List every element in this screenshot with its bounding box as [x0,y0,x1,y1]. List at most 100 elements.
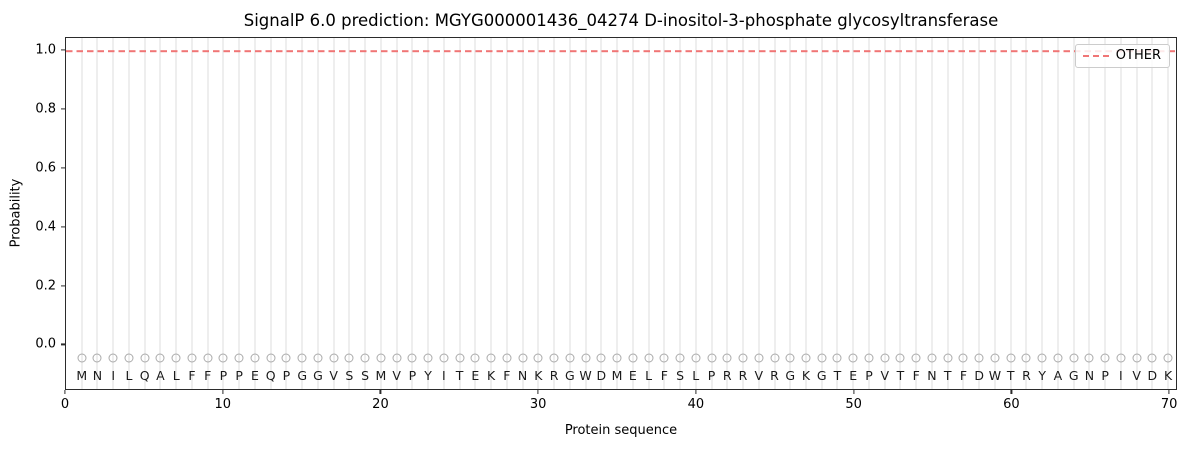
gridline [1120,38,1122,389]
residue-marker [1037,353,1047,363]
residue-letter: W [988,368,1002,384]
gridline [474,38,476,389]
residue-letter: F [204,368,212,384]
gridline [1025,38,1027,389]
residue-marker [943,353,953,363]
gridline [821,38,823,389]
gridline [569,38,571,389]
residue-letter: R [722,368,732,384]
residue-marker [344,353,354,363]
gridline [317,38,319,389]
y-tick-label: 0.0 [35,336,56,352]
gridline [695,38,697,389]
residue-marker [990,353,1000,363]
gridline [207,38,209,389]
residue-marker [1084,353,1094,363]
residue-letter: G [785,368,796,384]
residue-letter: L [645,368,653,384]
residue-marker [1100,353,1110,363]
gridline [490,38,492,389]
gridline [380,38,382,389]
residue-letter: I [1119,368,1123,384]
gridline [994,38,996,389]
x-tick-mark [1168,390,1170,394]
residue-marker [754,353,764,363]
residue-letter: A [156,368,165,384]
residue-letter: V [329,368,338,384]
x-tick-label: 50 [845,397,862,412]
residue-letter: A [1053,368,1063,384]
residue-letter: P [235,368,243,384]
residue-marker [470,353,480,363]
residue-marker [187,353,197,363]
residue-marker [817,353,827,363]
gridline [978,38,980,389]
gridline [1104,38,1106,389]
gridline [868,38,870,389]
residue-marker [281,353,291,363]
residue-marker [1132,353,1142,363]
residue-letter: E [471,368,480,384]
gridline [301,38,303,389]
residue-marker [392,353,402,363]
gridline [506,38,508,389]
residue-marker [376,353,386,363]
gridline [758,38,760,389]
residue-marker [880,353,890,363]
gridline [711,38,713,389]
residue-marker [77,353,87,363]
x-tick-label: 60 [1003,397,1020,412]
gridline [191,38,193,389]
residue-marker [738,353,748,363]
residue-letter: G [297,368,307,384]
residue-letter: F [188,368,196,384]
legend-dashed-line-sample [1082,55,1109,58]
gridline [254,38,256,389]
residue-marker [329,353,339,363]
gridline [411,38,413,389]
residue-marker [1053,353,1063,363]
residue-letter: E [628,368,637,384]
residue-marker [895,353,905,363]
residue-letter: Q [265,368,276,384]
gridline [1010,38,1012,389]
gridline [459,38,461,389]
gridline [396,38,398,389]
x-tick-label: 0 [60,397,70,412]
gridline [427,38,429,389]
x-tick-mark [379,390,382,394]
residue-letter: V [1132,368,1141,384]
residue-letter: K [801,368,811,384]
residue-marker [612,353,622,363]
gridline [836,38,838,389]
residue-marker [707,353,717,363]
residue-marker [486,353,496,363]
residue-marker [407,353,417,363]
gridline [1073,38,1075,389]
x-tick-mark [853,390,855,394]
residue-marker [770,353,779,363]
legend-label: OTHER [1115,48,1161,63]
residue-letter: P [707,368,716,384]
residue-letter: T [455,368,464,384]
residue-marker [785,353,795,363]
gridline [616,38,618,389]
residue-letter: I [111,368,116,384]
x-tick-label: 20 [372,397,389,412]
gridline [522,38,524,389]
residue-letter: M [76,368,88,384]
residue-letter: V [754,368,764,384]
residue-marker [1147,353,1157,363]
gridline [805,38,807,389]
gridline [348,38,350,389]
x-tick-label: 40 [687,397,705,412]
residue-marker [1116,353,1126,363]
residue-letter: G [313,368,323,384]
gridline [726,38,728,389]
residue-marker [691,353,701,363]
gridline [159,38,161,389]
gridline [742,38,744,389]
gridline [585,38,587,389]
residue-marker [502,353,512,363]
